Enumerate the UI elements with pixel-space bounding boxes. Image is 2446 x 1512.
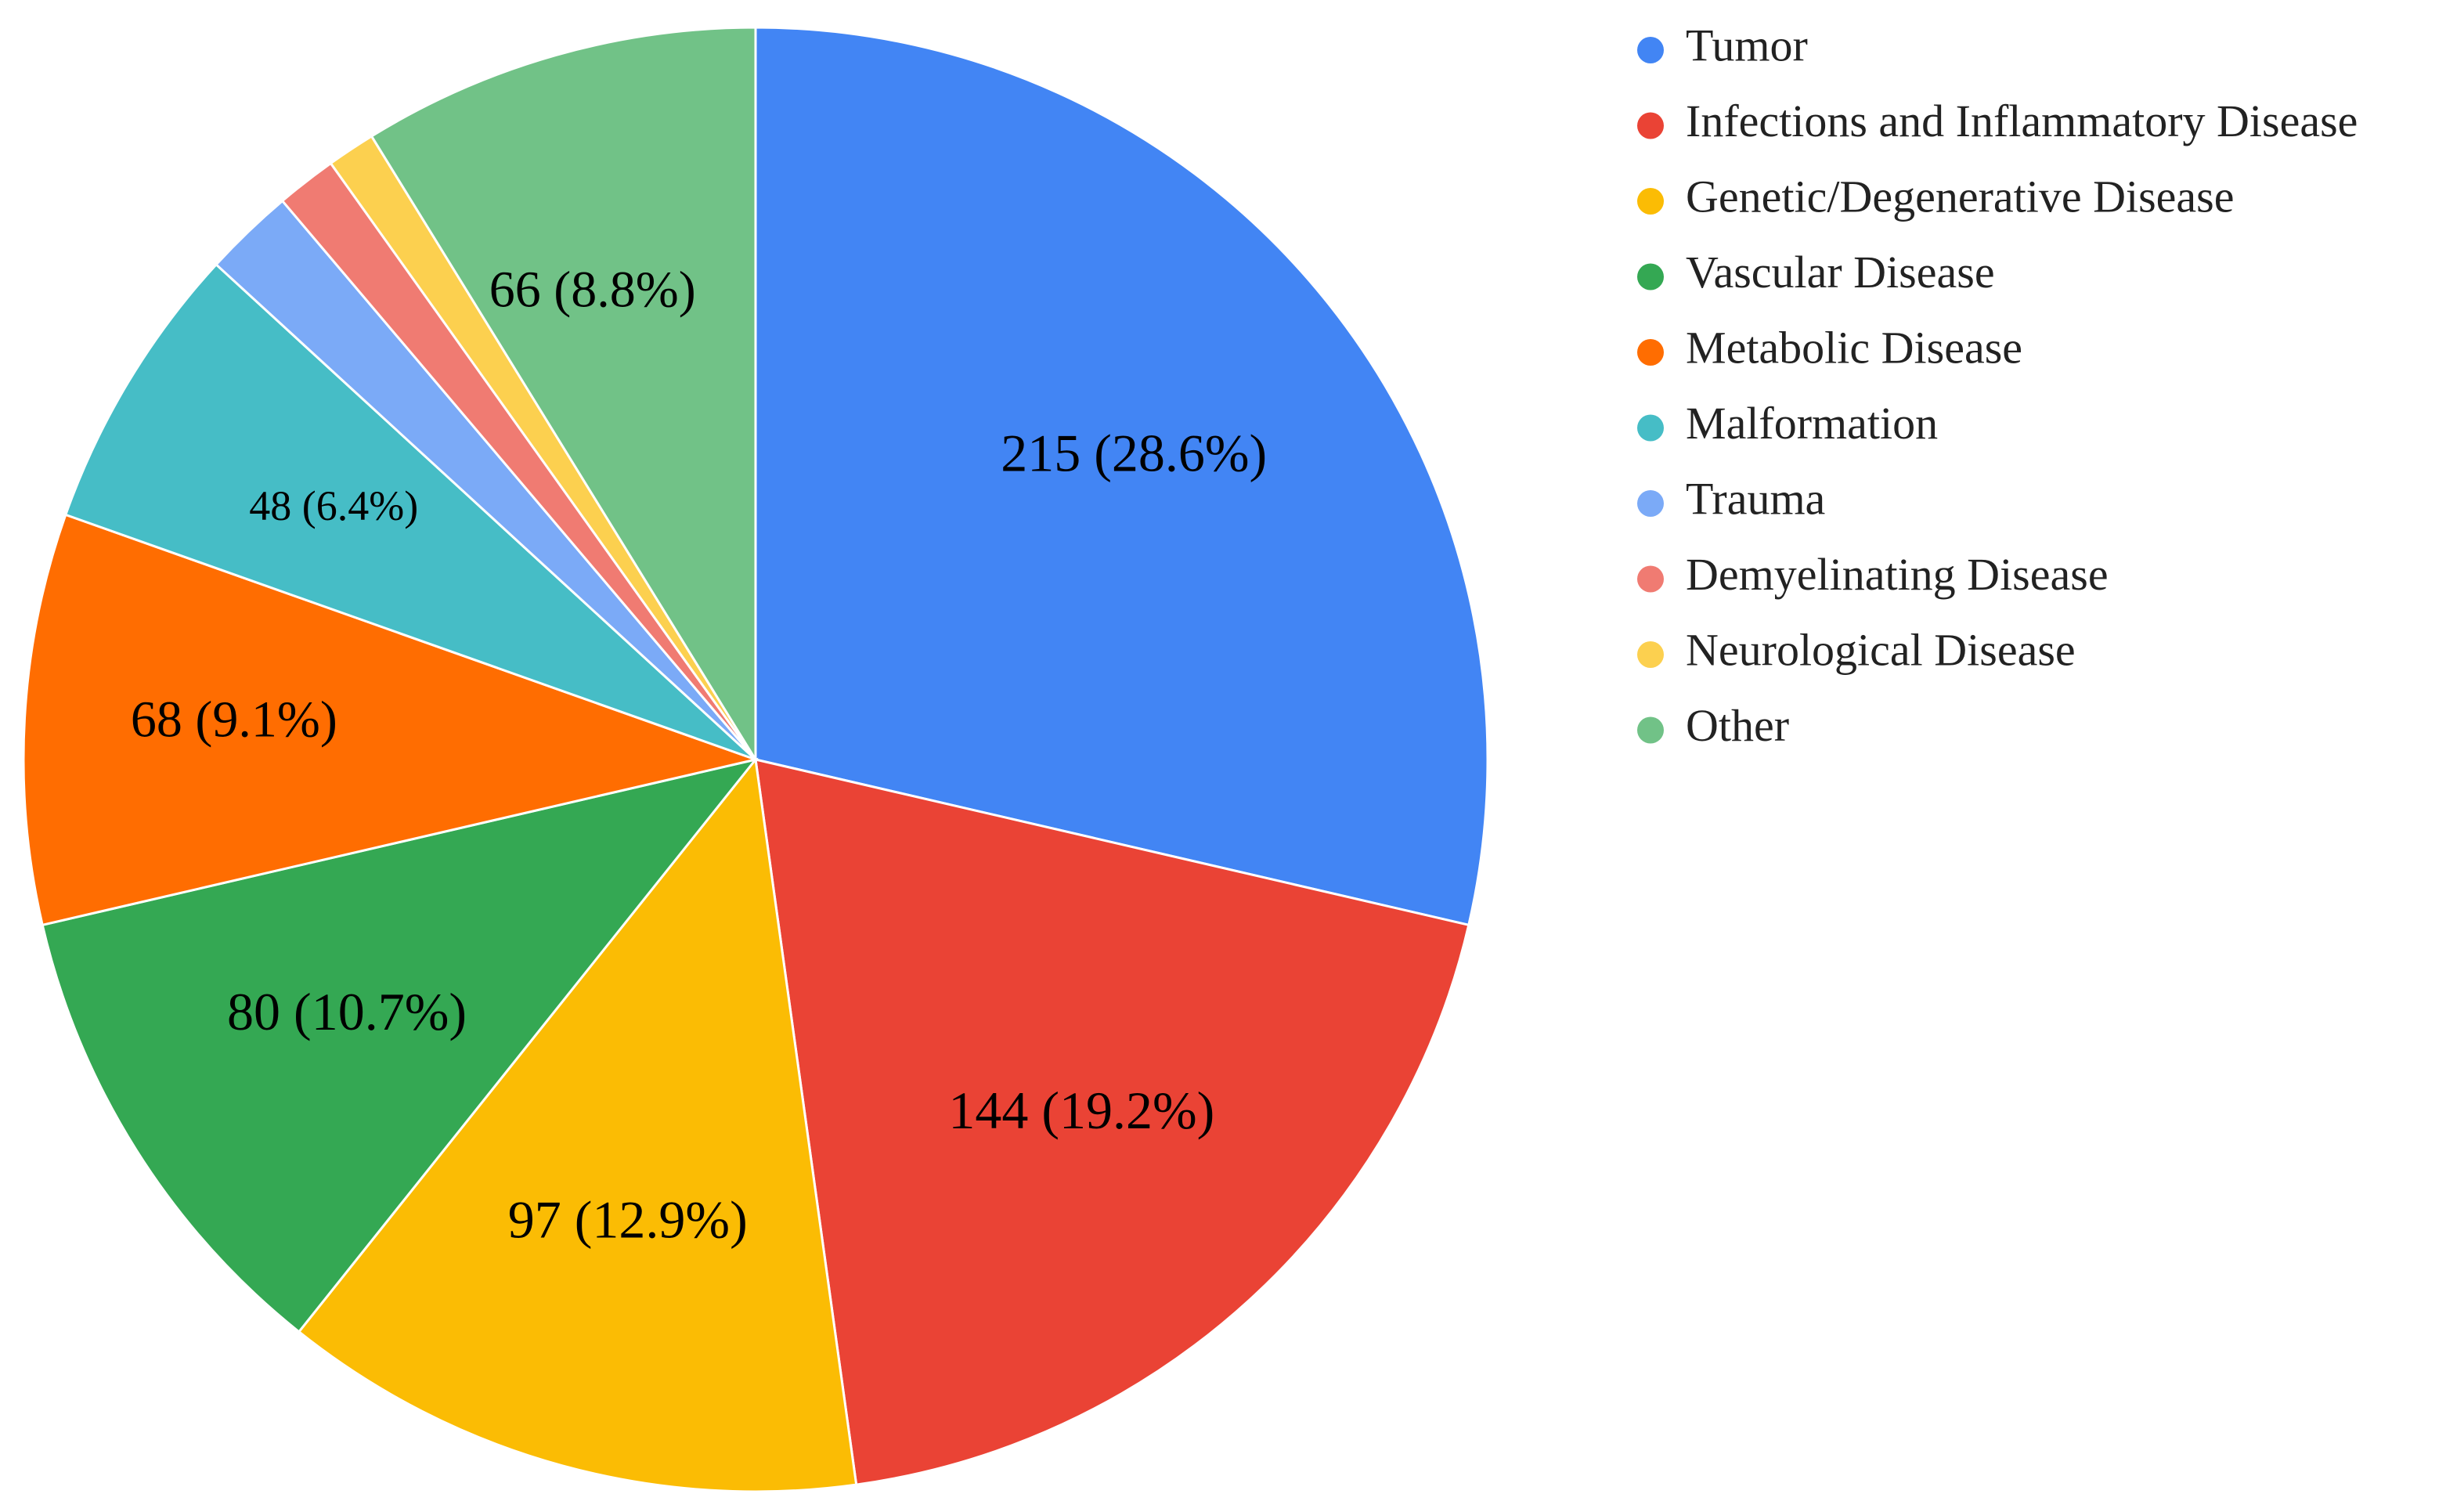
slice-labels-layer: 215 (28.6%) 144 (19.2%) 97 (12.9%) 80 (10.7… <box>131 261 1267 1249</box>
legend: Tumor Infections and Inflammatory Disease… <box>1637 20 2358 751</box>
pie-slice-other <box>370 26 757 764</box>
pie-slice-metabolic-disease <box>22 513 760 927</box>
legend-label: Neurological Disease <box>1686 624 2076 675</box>
legend-item: Genetic/Degenerative Disease <box>1637 171 2234 222</box>
legend-item: Vascular Disease <box>1637 247 1995 298</box>
data-label-tumor: 215 (28.6%) <box>1001 424 1267 483</box>
legend-item: Neurological Disease <box>1637 624 2076 675</box>
legend-swatch <box>1637 414 1664 442</box>
legend-item: Trauma <box>1637 473 1825 524</box>
legend-swatch <box>1637 37 1664 63</box>
legend-label: Malformation <box>1686 398 1938 449</box>
legend-label: Other <box>1686 700 1789 751</box>
legend-item: Tumor <box>1637 20 1808 70</box>
legend-label: Trauma <box>1686 473 1825 524</box>
pie-slice-infections-and-inflammatory-disease <box>754 758 1470 1486</box>
data-label-other: 66 (8.8%) <box>489 261 696 318</box>
legend-swatch <box>1637 188 1664 215</box>
legend-label: Vascular Disease <box>1686 247 1995 298</box>
data-label-infections-and-inflammatory-disease: 144 (19.2%) <box>948 1081 1214 1140</box>
slices-layer <box>22 26 1489 1493</box>
pie-slice-genetic-degenerative-disease <box>297 756 858 1493</box>
legend-label: Tumor <box>1686 20 1808 70</box>
legend-label: Genetic/Degenerative Disease <box>1686 171 2234 222</box>
legend-swatch <box>1637 565 1664 593</box>
data-label-vascular-disease: 80 (10.7%) <box>227 982 467 1041</box>
legend-label: Metabolic Disease <box>1686 322 2022 373</box>
data-label-genetic-degenerative-disease: 97 (12.9%) <box>508 1190 748 1250</box>
legend-label: Infections and Inflammatory Disease <box>1686 96 2358 146</box>
legend-item: Demyelinating Disease <box>1637 549 2109 600</box>
legend-label: Demyelinating Disease <box>1686 549 2109 600</box>
legend-item: Metabolic Disease <box>1637 322 2022 373</box>
data-label-metabolic-disease: 68 (9.1%) <box>131 691 337 748</box>
legend-swatch <box>1637 716 1664 744</box>
pie-slice-vascular-disease <box>41 757 759 1333</box>
legend-swatch <box>1637 263 1664 290</box>
legend-swatch <box>1637 112 1664 139</box>
legend-item: Malformation <box>1637 398 1938 449</box>
legend-item: Infections and Inflammatory Disease <box>1637 96 2358 146</box>
pie-slice-tumor <box>754 26 1489 927</box>
pie-slice-malformation <box>63 262 757 761</box>
legend-swatch <box>1637 339 1664 366</box>
legend-item: Other <box>1637 700 1789 751</box>
data-label-malformation: 48 (6.4%) <box>249 482 418 529</box>
legend-swatch <box>1637 490 1664 517</box>
legend-swatch <box>1637 641 1664 668</box>
